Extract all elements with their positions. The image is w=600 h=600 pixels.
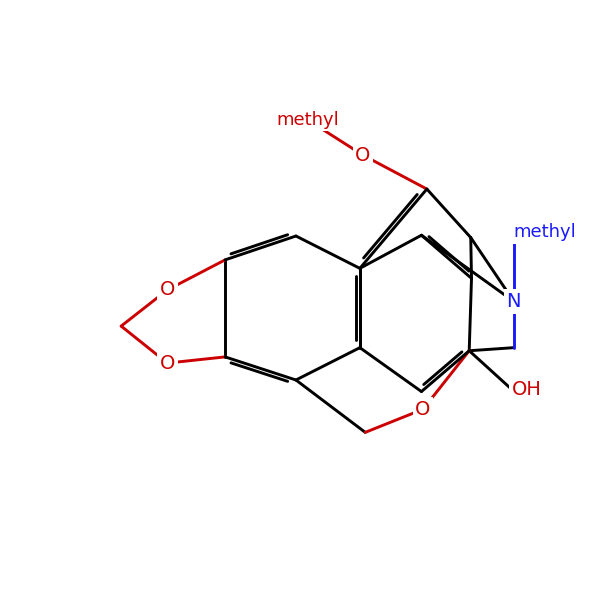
Text: O: O: [415, 400, 431, 419]
Text: OH: OH: [512, 380, 541, 399]
Text: O: O: [160, 280, 175, 299]
Text: O: O: [160, 353, 175, 373]
Text: methyl: methyl: [276, 111, 339, 129]
Text: N: N: [506, 292, 521, 311]
Text: methyl: methyl: [514, 223, 577, 241]
Text: O: O: [355, 146, 371, 164]
